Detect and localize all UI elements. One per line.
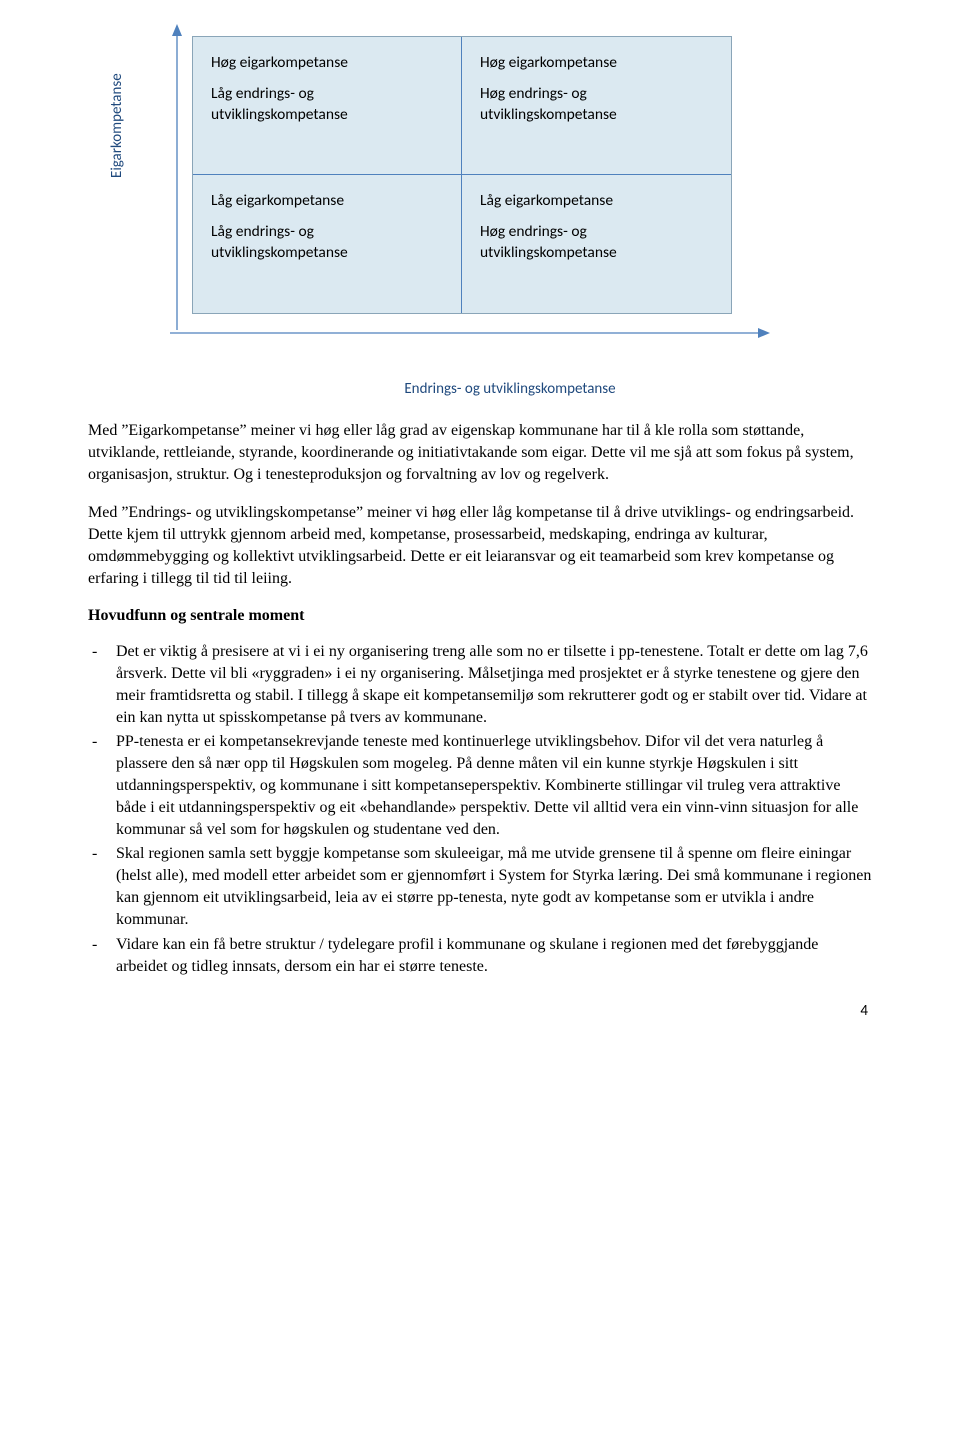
paragraph-1: Med ”Eigarkompetanse” meiner vi høg elle… <box>88 420 872 486</box>
quad-top-left: Høg eigarkompetanse Låg endrings- og utv… <box>193 37 462 175</box>
list-item: Skal regionen samla sett byggje kompetan… <box>88 843 872 931</box>
section-heading: Hovudfunn og sentrale moment <box>88 607 872 625</box>
quad-top-right: Høg eigarkompetanse Høg endrings- og utv… <box>462 37 731 175</box>
quad-line: Låg eigarkompetanse <box>211 191 443 212</box>
quad-line: Høg endrings- og <box>480 222 713 243</box>
paragraph-2: Med ”Endrings- og utviklingskompetanse” … <box>88 502 872 590</box>
quad-line: Låg endrings- og <box>211 84 443 105</box>
competence-matrix-diagram: Eigarkompetanse Høg eigarkompetanse Låg … <box>118 28 778 368</box>
quad-line: Høg eigarkompetanse <box>480 53 713 74</box>
quad-line: Låg eigarkompetanse <box>480 191 713 212</box>
quad-bottom-right: Låg eigarkompetanse Høg endrings- og utv… <box>462 175 731 313</box>
quad-line: Låg endrings- og <box>211 222 443 243</box>
quad-line: Høg eigarkompetanse <box>211 53 443 74</box>
y-axis-label: Eigarkompetanse <box>108 73 126 178</box>
list-item: Det er viktig å presisere at vi i ei ny … <box>88 641 872 729</box>
list-item: Vidare kan ein få betre struktur / tydel… <box>88 934 872 978</box>
findings-list: Det er viktig å presisere at vi i ei ny … <box>88 641 872 978</box>
x-axis-arrow-icon <box>170 326 770 340</box>
x-axis-label: Endrings- og utviklingskompetanse <box>148 380 872 398</box>
list-item: PP-tenesta er ei kompetansekrevjande ten… <box>88 731 872 841</box>
quad-bottom-left: Låg eigarkompetanse Låg endrings- og utv… <box>193 175 462 313</box>
matrix-grid: Høg eigarkompetanse Låg endrings- og utv… <box>192 36 732 314</box>
quad-line: Høg endrings- og <box>480 84 713 105</box>
y-axis-arrow-icon <box>170 24 184 330</box>
page-number: 4 <box>860 1002 868 1020</box>
quad-line: utviklingskompetanse <box>480 243 713 264</box>
quad-line: utviklingskompetanse <box>211 243 443 264</box>
quad-line: utviklingskompetanse <box>211 105 443 126</box>
quad-line: utviklingskompetanse <box>480 105 713 126</box>
